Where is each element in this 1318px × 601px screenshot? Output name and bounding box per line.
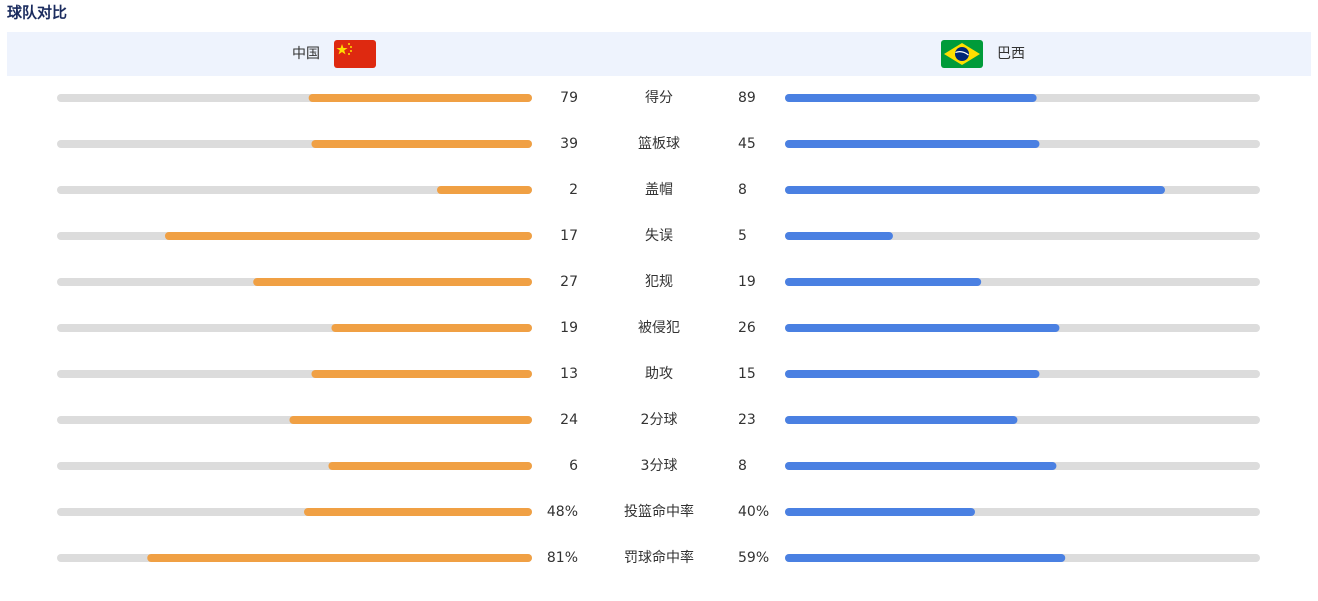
home-value: 2 bbox=[569, 182, 578, 198]
away-value: 89 bbox=[738, 90, 756, 106]
away-bar bbox=[785, 324, 1060, 332]
home-bar bbox=[253, 278, 532, 286]
stat-name: 投篮命中率 bbox=[624, 503, 694, 520]
away-value: 26 bbox=[738, 320, 756, 336]
away-bar bbox=[785, 370, 1040, 378]
home-value: 81% bbox=[547, 550, 578, 566]
stat-name: 得分 bbox=[645, 89, 673, 106]
stat-name: 助攻 bbox=[645, 366, 673, 382]
away-bar bbox=[785, 140, 1040, 148]
home-value: 79 bbox=[560, 90, 578, 106]
away-bar bbox=[785, 186, 1165, 194]
home-bar bbox=[289, 416, 532, 424]
away-bar bbox=[785, 94, 1037, 102]
stat-name: 2分球 bbox=[641, 412, 678, 428]
track bbox=[57, 186, 532, 194]
home-bar bbox=[311, 140, 532, 148]
home-bar bbox=[437, 186, 532, 194]
away-bar bbox=[785, 462, 1057, 470]
away-value: 8 bbox=[738, 458, 747, 474]
stat-name: 失误 bbox=[645, 228, 673, 244]
brazil-flag bbox=[941, 40, 983, 68]
china-flag bbox=[334, 40, 376, 68]
stat-name: 篮板球 bbox=[638, 136, 680, 152]
home-value: 19 bbox=[560, 320, 578, 336]
away-value: 8 bbox=[738, 182, 747, 198]
away-value: 19 bbox=[738, 274, 756, 290]
header-band bbox=[7, 32, 1311, 76]
home-value: 13 bbox=[560, 366, 578, 382]
stat-name: 盖帽 bbox=[645, 182, 673, 198]
away-value: 15 bbox=[738, 366, 756, 382]
home-bar bbox=[164, 232, 533, 240]
home-bar bbox=[308, 94, 532, 102]
home-bar bbox=[331, 324, 532, 332]
away-bar bbox=[785, 508, 975, 516]
home-value: 27 bbox=[560, 274, 578, 290]
home-bar bbox=[304, 508, 532, 516]
home-bar bbox=[328, 462, 532, 470]
stat-name: 3分球 bbox=[641, 458, 678, 474]
away-value: 23 bbox=[738, 412, 756, 428]
away-bar bbox=[785, 278, 982, 286]
home-value: 24 bbox=[560, 412, 578, 428]
away-value: 40% bbox=[738, 504, 769, 520]
away-bar bbox=[785, 554, 1066, 562]
home-value: 39 bbox=[560, 136, 578, 152]
away-bar bbox=[785, 416, 1018, 424]
home-value: 6 bbox=[569, 458, 578, 474]
home-bar bbox=[147, 554, 532, 562]
panel-title: 球队对比 bbox=[7, 4, 67, 22]
home-bar bbox=[311, 370, 532, 378]
stat-name: 被侵犯 bbox=[638, 319, 680, 336]
away-value: 59% bbox=[738, 550, 769, 566]
away-value: 5 bbox=[738, 228, 747, 244]
home-value: 17 bbox=[560, 228, 578, 244]
away-value: 45 bbox=[738, 136, 756, 152]
home-team: 中国 bbox=[292, 46, 320, 62]
stat-name: 罚球命中率 bbox=[624, 549, 694, 566]
home-value: 48% bbox=[547, 504, 578, 520]
away-bar bbox=[785, 232, 893, 240]
away-team: 巴西 bbox=[997, 46, 1025, 62]
stat-name: 犯规 bbox=[645, 274, 673, 290]
track bbox=[785, 232, 1260, 240]
